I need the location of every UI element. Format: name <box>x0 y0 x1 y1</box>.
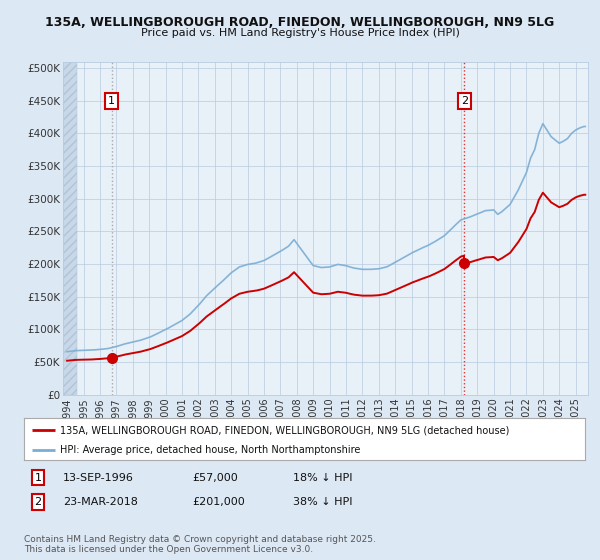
Text: 1: 1 <box>108 96 115 106</box>
Text: Price paid vs. HM Land Registry's House Price Index (HPI): Price paid vs. HM Land Registry's House … <box>140 28 460 38</box>
Text: 18% ↓ HPI: 18% ↓ HPI <box>293 473 353 483</box>
Text: 38% ↓ HPI: 38% ↓ HPI <box>293 497 353 507</box>
Text: 23-MAR-2018: 23-MAR-2018 <box>63 497 138 507</box>
Text: 2: 2 <box>34 497 41 507</box>
Text: 13-SEP-1996: 13-SEP-1996 <box>63 473 134 483</box>
Text: £201,000: £201,000 <box>192 497 245 507</box>
Bar <box>63 62 77 395</box>
Text: 2: 2 <box>461 96 468 106</box>
Text: 135A, WELLINGBOROUGH ROAD, FINEDON, WELLINGBOROUGH, NN9 5LG (detached house): 135A, WELLINGBOROUGH ROAD, FINEDON, WELL… <box>61 425 510 435</box>
Text: 1: 1 <box>35 473 41 483</box>
Text: 135A, WELLINGBOROUGH ROAD, FINEDON, WELLINGBOROUGH, NN9 5LG: 135A, WELLINGBOROUGH ROAD, FINEDON, WELL… <box>46 16 554 29</box>
Text: HPI: Average price, detached house, North Northamptonshire: HPI: Average price, detached house, Nort… <box>61 445 361 455</box>
Text: Contains HM Land Registry data © Crown copyright and database right 2025.
This d: Contains HM Land Registry data © Crown c… <box>24 535 376 554</box>
Text: £57,000: £57,000 <box>192 473 238 483</box>
